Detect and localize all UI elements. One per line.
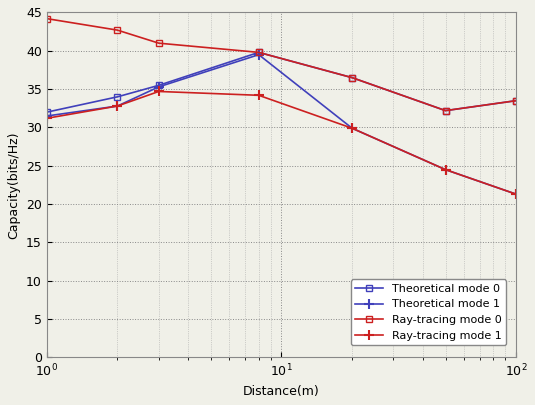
Theoretical mode 0 <box>156 83 162 88</box>
Theoretical mode 0 <box>43 110 50 115</box>
Theoretical mode 1 <box>114 104 121 109</box>
Line: Ray-tracing mode 0: Ray-tracing mode 0 <box>43 15 519 114</box>
Theoretical mode 0 <box>256 50 262 55</box>
Theoretical mode 1 <box>256 52 262 57</box>
Ray-tracing mode 0 <box>43 16 50 21</box>
Ray-tracing mode 1 <box>156 89 162 94</box>
Ray-tracing mode 0 <box>114 28 121 32</box>
Theoretical mode 1 <box>349 126 355 131</box>
Theoretical mode 1 <box>513 192 519 196</box>
Ray-tracing mode 1 <box>442 167 449 172</box>
Line: Ray-tracing mode 1: Ray-tracing mode 1 <box>42 87 521 199</box>
Theoretical mode 0 <box>114 94 121 99</box>
Ray-tracing mode 1 <box>256 93 262 98</box>
Ray-tracing mode 0 <box>349 75 355 80</box>
Theoretical mode 1 <box>156 84 162 89</box>
Ray-tracing mode 1 <box>114 104 121 109</box>
Theoretical mode 0 <box>349 75 355 80</box>
Legend: Theoretical mode 0, Theoretical mode 1, Ray-tracing mode 0, Ray-tracing mode 1: Theoretical mode 0, Theoretical mode 1, … <box>350 279 506 345</box>
X-axis label: Distance(m): Distance(m) <box>243 384 320 397</box>
Ray-tracing mode 1 <box>513 192 519 196</box>
Ray-tracing mode 0 <box>256 50 262 55</box>
Line: Theoretical mode 0: Theoretical mode 0 <box>43 49 519 116</box>
Line: Theoretical mode 1: Theoretical mode 1 <box>42 50 521 199</box>
Ray-tracing mode 0 <box>442 108 449 113</box>
Ray-tracing mode 0 <box>513 98 519 103</box>
Ray-tracing mode 1 <box>349 126 355 131</box>
Ray-tracing mode 0 <box>156 41 162 46</box>
Theoretical mode 0 <box>513 98 519 103</box>
Ray-tracing mode 1 <box>43 116 50 121</box>
Y-axis label: Capacity(bits/Hz): Capacity(bits/Hz) <box>7 131 20 239</box>
Theoretical mode 1 <box>43 113 50 118</box>
Theoretical mode 1 <box>442 167 449 172</box>
Theoretical mode 0 <box>442 108 449 113</box>
